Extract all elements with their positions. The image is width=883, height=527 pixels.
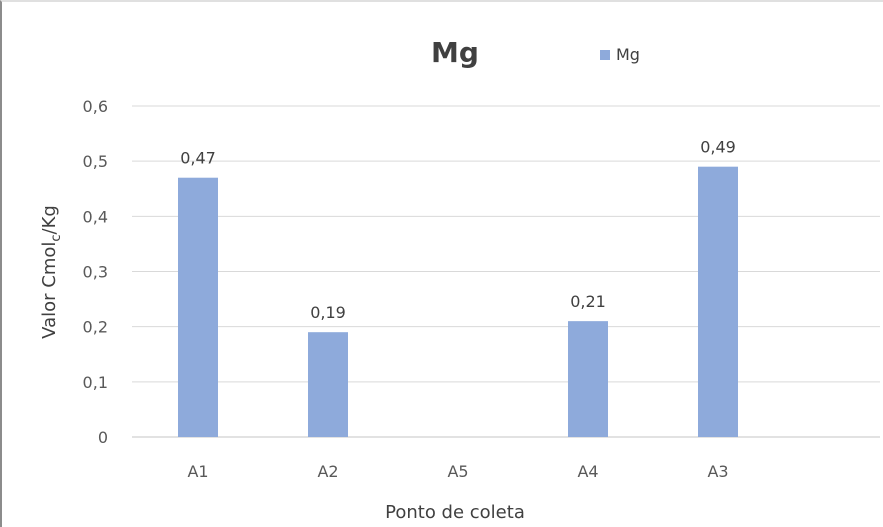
legend-label-mg: Mg [616, 45, 640, 64]
data-label-a1: 0,47 [180, 149, 216, 168]
legend: Mg [600, 45, 640, 64]
y-axis-ticks: 0 0,1 0,2 0,3 0,4 0,5 0,6 [83, 97, 108, 447]
y-tick-label: 0,5 [83, 152, 108, 171]
y-axis-title-subscript: c [49, 234, 64, 241]
data-label-a2: 0,19 [310, 303, 346, 322]
y-axis-title-unit: /Kg [39, 205, 60, 234]
bars [178, 166, 738, 437]
x-tick-label-a1: A1 [187, 462, 208, 481]
bar-a4 [568, 321, 608, 437]
data-label-a4: 0,21 [570, 292, 606, 311]
gridlines [132, 105, 880, 438]
x-tick-label-a5: A5 [447, 462, 468, 481]
data-label-a3: 0,49 [700, 138, 736, 157]
y-tick-label: 0,3 [83, 263, 108, 282]
x-axis-title: Ponto de coleta [385, 502, 525, 523]
y-tick-label: 0,4 [83, 207, 108, 226]
x-axis-ticks: A1 A2 A5 A4 A3 [187, 462, 728, 481]
x-tick-label-a2: A2 [317, 462, 338, 481]
y-tick-label: 0,6 [83, 97, 108, 116]
legend-swatch-mg [600, 50, 610, 60]
x-tick-label-a3: A3 [707, 462, 728, 481]
y-tick-label: 0 [98, 428, 108, 447]
y-tick-label: 0,1 [83, 373, 108, 392]
y-axis-title-main: Valor Cmol [39, 242, 60, 339]
bar-a3 [698, 166, 738, 437]
y-axis-title: Valor Cmolc/Kg [39, 205, 64, 339]
x-tick-label-a4: A4 [577, 462, 598, 481]
y-tick-label: 0,2 [83, 318, 108, 337]
bar-a2 [308, 332, 348, 437]
data-labels: 0,47 0,19 0,21 0,49 [180, 138, 736, 322]
bar-a1 [178, 177, 218, 437]
chart-title: Mg [431, 36, 479, 69]
